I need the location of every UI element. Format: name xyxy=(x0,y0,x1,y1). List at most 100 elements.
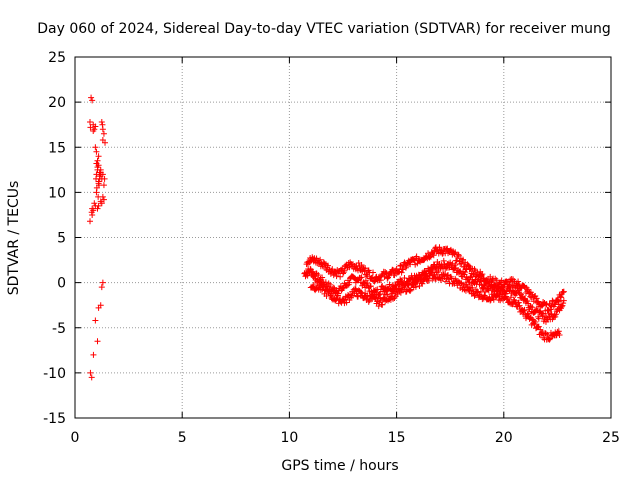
y-tick-label: -15 xyxy=(43,411,66,427)
data-point xyxy=(482,289,489,296)
data-point xyxy=(357,288,364,295)
data-point xyxy=(475,289,482,296)
data-point xyxy=(516,290,523,297)
x-tick-label: 0 xyxy=(71,430,80,446)
data-point xyxy=(371,278,378,285)
data-point xyxy=(386,281,393,288)
data-point xyxy=(329,290,336,297)
data-point xyxy=(558,303,565,310)
data-point xyxy=(439,250,446,257)
data-point xyxy=(469,284,476,291)
data-point xyxy=(556,331,563,338)
data-point xyxy=(503,288,510,295)
data-point xyxy=(367,283,374,290)
data-point xyxy=(560,297,567,304)
data-point xyxy=(87,218,94,225)
data-point xyxy=(341,267,348,274)
y-tick-label: 5 xyxy=(57,231,66,247)
data-point xyxy=(314,279,321,286)
data-point xyxy=(94,205,101,212)
data-point xyxy=(477,271,484,278)
data-point xyxy=(92,123,99,130)
y-tick-labels: -15 -10 -5 0 5 10 15 20 25 xyxy=(43,50,66,427)
data-points xyxy=(87,94,567,381)
data-point xyxy=(516,302,523,309)
x-axis-label: GPS time / hours xyxy=(281,458,398,474)
data-point xyxy=(537,331,544,338)
data-point xyxy=(92,317,99,324)
data-point xyxy=(319,282,326,289)
data-point xyxy=(384,275,391,282)
data-point xyxy=(398,269,405,276)
data-point xyxy=(334,292,341,299)
data-point xyxy=(521,306,528,313)
data-point xyxy=(442,265,449,272)
data-point xyxy=(515,299,522,306)
data-point xyxy=(412,283,419,290)
data-point xyxy=(94,164,101,171)
data-point xyxy=(527,289,534,296)
x-tick-label: 5 xyxy=(178,430,187,446)
data-point xyxy=(99,171,106,178)
y-tick-label: -5 xyxy=(52,321,66,337)
data-point xyxy=(319,274,326,281)
x-tick-labels: 0 5 10 15 20 25 xyxy=(71,430,620,446)
data-point xyxy=(530,317,537,324)
data-point xyxy=(362,265,369,272)
data-point xyxy=(471,292,478,299)
data-point xyxy=(425,277,432,284)
data-point xyxy=(326,287,333,294)
data-point xyxy=(87,118,94,125)
grid-lines xyxy=(75,57,611,418)
data-point xyxy=(397,262,404,269)
data-point xyxy=(432,275,439,282)
data-point xyxy=(542,330,549,337)
data-point xyxy=(92,144,99,151)
data-point xyxy=(403,263,410,270)
data-point xyxy=(87,369,94,376)
data-point xyxy=(97,302,104,309)
data-point xyxy=(397,263,404,270)
data-point xyxy=(547,306,554,313)
data-point xyxy=(413,253,420,260)
data-point xyxy=(552,311,559,318)
y-tick-label: 15 xyxy=(48,140,66,156)
data-point xyxy=(555,298,562,305)
data-point xyxy=(490,296,497,303)
data-point xyxy=(501,281,508,288)
data-point xyxy=(447,247,454,254)
data-point xyxy=(358,289,365,296)
data-point xyxy=(310,281,317,288)
data-point xyxy=(419,280,426,287)
data-point xyxy=(525,310,532,317)
chart-title: Day 060 of 2024, Sidereal Day-to-day VTE… xyxy=(37,21,611,37)
data-point xyxy=(90,128,97,135)
data-point xyxy=(470,270,477,277)
data-point xyxy=(357,274,364,281)
data-point xyxy=(510,296,517,303)
data-point xyxy=(352,286,359,293)
data-point xyxy=(449,260,456,267)
data-point xyxy=(450,250,457,257)
data-point xyxy=(557,294,564,301)
data-point xyxy=(333,295,340,302)
data-point xyxy=(98,200,105,207)
data-point xyxy=(340,270,346,277)
data-point xyxy=(100,182,107,189)
data-point xyxy=(407,287,414,294)
data-point xyxy=(89,211,96,218)
data-point xyxy=(535,315,542,322)
data-point xyxy=(94,157,101,164)
data-point xyxy=(559,302,566,309)
data-point xyxy=(90,351,97,358)
data-point xyxy=(367,292,374,299)
y-tick-label: 20 xyxy=(48,95,66,111)
data-point xyxy=(552,313,559,320)
data-point xyxy=(406,287,413,294)
data-point xyxy=(544,331,551,338)
x-tick-label: 10 xyxy=(280,430,298,446)
data-point xyxy=(436,244,443,251)
data-point xyxy=(87,124,94,131)
data-point xyxy=(100,130,107,137)
